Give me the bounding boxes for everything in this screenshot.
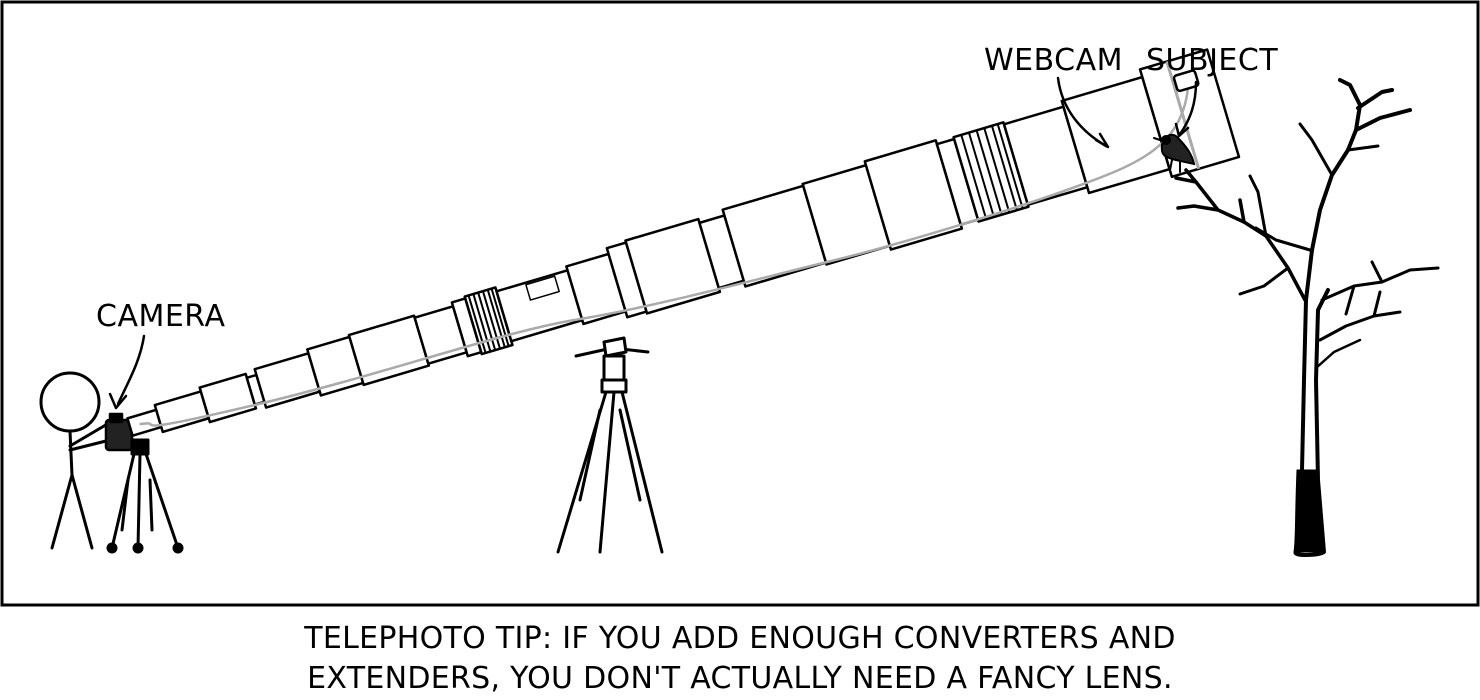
camera-arrow — [116, 334, 146, 406]
camera-arrow-head — [108, 392, 128, 410]
camera-label: CAMERA — [96, 299, 225, 334]
caption-line-2: EXTENDERS, YOU DON'T ACTUALLY NEED A FAN… — [307, 661, 1173, 696]
bird-icon — [1153, 133, 1196, 173]
webcam-arrow-head — [1094, 132, 1110, 149]
tape-patch — [525, 275, 560, 301]
subject-arrow — [1178, 80, 1198, 136]
small-tripod — [106, 438, 184, 554]
caption-line-1: TELEPHOTO TIP: IF YOU ADD ENOUGH CONVERT… — [303, 621, 1176, 656]
webcam-cable — [139, 84, 1190, 427]
panel-border — [0, 0, 1480, 607]
bare-tree — [1174, 78, 1440, 557]
subject-arrow-head — [1174, 122, 1190, 138]
subject-label: SUBJECT — [1146, 43, 1278, 78]
webcam-label: WEBCAM — [984, 43, 1123, 78]
label-arrows — [108, 76, 1198, 410]
large-tripod — [556, 336, 664, 554]
webcam-icon — [1165, 61, 1201, 170]
